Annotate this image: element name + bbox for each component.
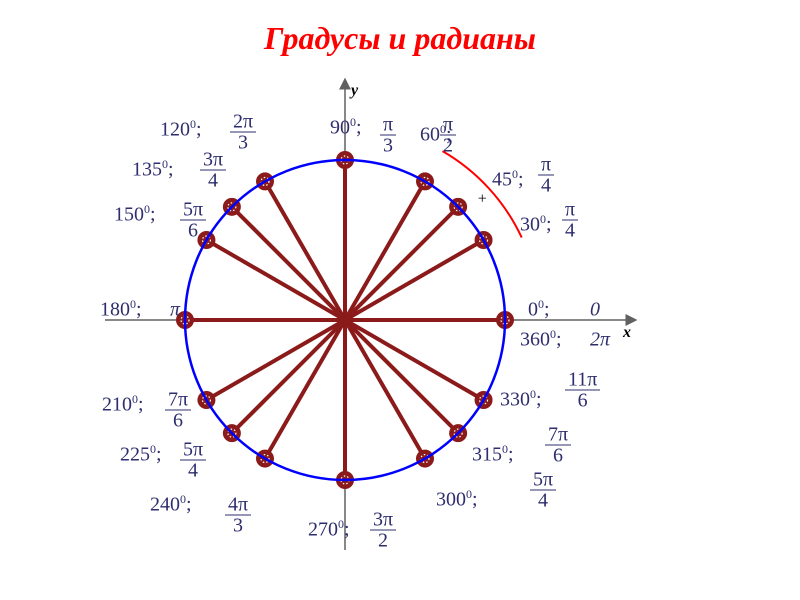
rad-label-30: π4 bbox=[562, 200, 578, 241]
rad-label-270: 3π2 bbox=[370, 510, 396, 551]
center-dot bbox=[342, 317, 348, 323]
x-axis-label: x bbox=[623, 324, 631, 342]
rad-label-120: 2π3 bbox=[230, 112, 256, 153]
deg-label-135: 1350; bbox=[132, 159, 174, 182]
deg-label-360: 3600; bbox=[520, 329, 562, 352]
rad-label-150: 5π6 bbox=[180, 200, 206, 241]
deg-label-270: 2700; bbox=[308, 519, 350, 542]
deg-label-0: 00; bbox=[528, 299, 550, 322]
deg-label-300: 3000; bbox=[436, 489, 478, 512]
rad-label-240: 4π3 bbox=[225, 495, 251, 536]
deg-label-180: 1800; bbox=[100, 299, 142, 322]
rad-label-135: 3π4 bbox=[200, 150, 226, 191]
deg-label-150: 1500; bbox=[114, 204, 156, 227]
deg-label-330: 3300; bbox=[500, 389, 542, 412]
deg-label-225: 2250; bbox=[120, 444, 162, 467]
deg-label-45: 450; bbox=[492, 169, 524, 192]
rad-label-330: 11π6 bbox=[565, 370, 600, 411]
y-axis-label: y bbox=[351, 82, 358, 100]
rad-label-45: π4 bbox=[538, 155, 554, 196]
direction-plus: + bbox=[478, 190, 487, 207]
rad-label-360: 2π bbox=[590, 329, 610, 352]
deg-label-315: 3150; bbox=[472, 444, 514, 467]
deg-label-90: 900; bbox=[330, 117, 362, 140]
deg-label-210: 2100; bbox=[102, 394, 144, 417]
rad-label-300: 5π4 bbox=[530, 470, 556, 511]
rad-label-315: 7π6 bbox=[545, 425, 571, 466]
rad-label-225: 5π4 bbox=[180, 440, 206, 481]
rad-label-90: π3 bbox=[380, 115, 396, 156]
rad-label-180: π bbox=[170, 299, 180, 322]
rad-label-60: π2 bbox=[440, 115, 456, 156]
rad-label-210: 7π6 bbox=[165, 390, 191, 431]
deg-label-240: 2400; bbox=[150, 494, 192, 517]
rad-label-0: 0 bbox=[590, 299, 600, 322]
deg-label-120: 1200; bbox=[160, 119, 202, 142]
deg-label-30: 300; bbox=[520, 214, 552, 237]
